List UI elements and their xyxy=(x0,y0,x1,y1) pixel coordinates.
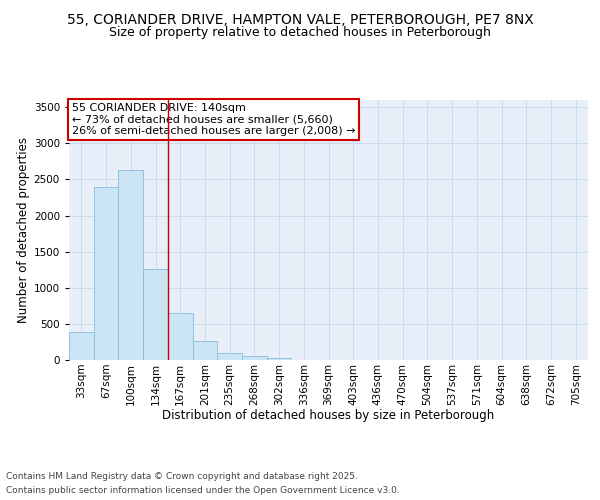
X-axis label: Distribution of detached houses by size in Peterborough: Distribution of detached houses by size … xyxy=(163,409,494,422)
Bar xyxy=(69,332,94,360)
Text: 55 CORIANDER DRIVE: 140sqm
← 73% of detached houses are smaller (5,660)
26% of s: 55 CORIANDER DRIVE: 140sqm ← 73% of deta… xyxy=(71,102,355,136)
Bar xyxy=(143,269,168,360)
Text: 55, CORIANDER DRIVE, HAMPTON VALE, PETERBOROUGH, PE7 8NX: 55, CORIANDER DRIVE, HAMPTON VALE, PETER… xyxy=(67,12,533,26)
Bar xyxy=(242,356,267,360)
Text: Contains public sector information licensed under the Open Government Licence v3: Contains public sector information licen… xyxy=(6,486,400,495)
Bar xyxy=(94,186,118,360)
Bar xyxy=(118,170,143,360)
Text: Contains HM Land Registry data © Crown copyright and database right 2025.: Contains HM Land Registry data © Crown c… xyxy=(6,472,358,481)
Bar xyxy=(168,313,193,360)
Bar xyxy=(193,340,217,360)
Bar xyxy=(267,358,292,360)
Y-axis label: Number of detached properties: Number of detached properties xyxy=(17,137,29,323)
Bar xyxy=(217,353,242,360)
Text: Size of property relative to detached houses in Peterborough: Size of property relative to detached ho… xyxy=(109,26,491,39)
